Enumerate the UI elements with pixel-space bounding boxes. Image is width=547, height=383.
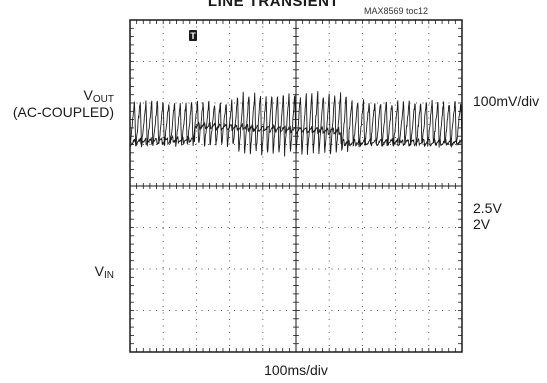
vin-scale-low: 2V — [473, 216, 491, 232]
trigger-marker: T — [189, 30, 197, 41]
x-axis-label: 100ms/div — [264, 362, 328, 378]
svg-text:T: T — [190, 31, 196, 41]
vin-label: VIN — [94, 263, 114, 281]
chart-title: LINE TRANSIENT — [207, 0, 340, 10]
vout-label: VOUT — [83, 87, 114, 105]
vin-trace — [129, 121, 463, 149]
figure-tag: MAX8569 toc12 — [364, 6, 429, 16]
center-axes — [130, 20, 462, 352]
vout-scale: 100mV/div — [473, 93, 540, 109]
vout-note: (AC-COUPLED) — [12, 104, 114, 120]
vout-trace — [129, 91, 463, 157]
vin-scale-high: 2.5V — [473, 200, 502, 216]
